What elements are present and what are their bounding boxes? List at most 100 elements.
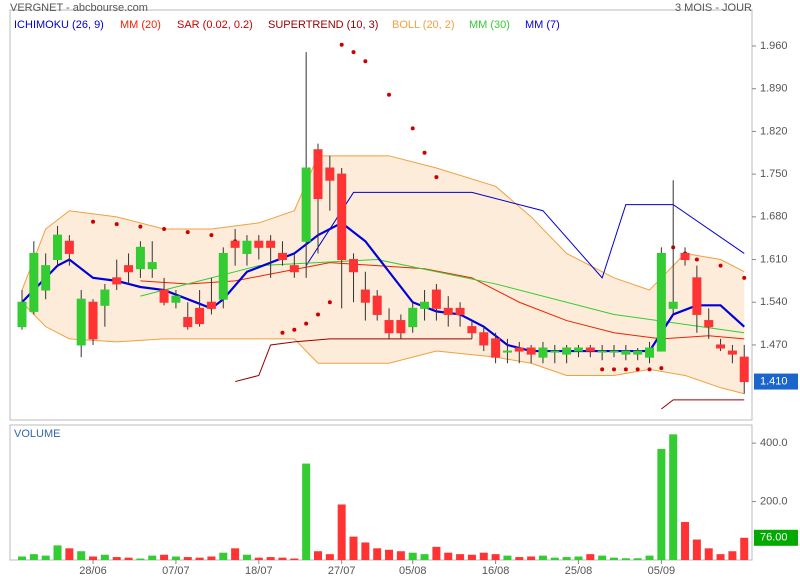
candle-body bbox=[183, 317, 193, 328]
candle-body bbox=[53, 234, 63, 261]
y-tick-label: 1.610 bbox=[760, 253, 788, 265]
candle-body bbox=[431, 289, 441, 309]
candle-body bbox=[230, 240, 240, 248]
band-fill bbox=[22, 155, 745, 394]
period: 3 MOIS - JOUR bbox=[675, 2, 752, 14]
candle-body bbox=[633, 350, 643, 355]
volume-bar bbox=[669, 434, 678, 560]
x-tick-label: 18/07 bbox=[245, 565, 273, 577]
volume-bar bbox=[538, 555, 547, 560]
candle-body bbox=[573, 347, 583, 352]
candle-body bbox=[277, 252, 287, 261]
volume-bar bbox=[527, 556, 536, 560]
volume-bar bbox=[183, 557, 192, 560]
candle-body bbox=[159, 289, 169, 303]
candle-body bbox=[100, 289, 110, 306]
candle-body bbox=[41, 265, 51, 291]
sar-dot bbox=[742, 275, 747, 280]
volume-bar bbox=[479, 552, 488, 560]
candle-body bbox=[491, 338, 501, 358]
legend-entry: BOLL (20, 2) bbox=[392, 19, 455, 31]
sar-dot bbox=[162, 227, 167, 232]
candle-body bbox=[396, 320, 406, 334]
sar-dot bbox=[339, 42, 344, 47]
volume-bar bbox=[314, 551, 322, 560]
indicator-line bbox=[305, 191, 745, 279]
volume-bar bbox=[444, 552, 453, 560]
volume-bar bbox=[18, 556, 26, 560]
candle-body bbox=[360, 289, 370, 303]
volume-bar bbox=[373, 548, 382, 560]
volume-bar bbox=[41, 555, 50, 560]
volume-bar bbox=[148, 555, 157, 560]
band-lower bbox=[21, 301, 745, 395]
volume-bar bbox=[503, 555, 512, 560]
volume-bar bbox=[633, 558, 642, 560]
candle-body bbox=[17, 301, 27, 328]
x-tick-label: 05/08 bbox=[399, 565, 427, 577]
sar-dot bbox=[185, 230, 190, 235]
candle-body bbox=[384, 320, 394, 334]
volume-bar bbox=[242, 554, 251, 560]
indicator-line bbox=[140, 259, 745, 334]
sar-dot bbox=[635, 367, 640, 372]
sar-dot bbox=[600, 367, 605, 372]
volume-bar bbox=[29, 554, 38, 560]
volume-bar bbox=[89, 556, 98, 560]
candle-body bbox=[502, 350, 512, 353]
candle-body bbox=[206, 301, 216, 309]
candle-body bbox=[195, 307, 205, 325]
candle-body bbox=[692, 277, 702, 315]
candle-body bbox=[420, 301, 430, 309]
candle-body bbox=[171, 295, 181, 303]
candle-body bbox=[668, 301, 678, 309]
indicator-line bbox=[661, 399, 745, 410]
volume-bar bbox=[207, 556, 216, 560]
y-tick-label: 200.0 bbox=[760, 495, 788, 507]
candle-body bbox=[479, 332, 489, 346]
y-tick-label: 1.680 bbox=[760, 211, 788, 223]
y-tick-label: 1.890 bbox=[760, 83, 788, 95]
volume-bar bbox=[219, 552, 228, 560]
last-volume-box bbox=[754, 529, 798, 546]
volume-bar bbox=[716, 554, 725, 560]
volume-bar bbox=[278, 557, 287, 560]
candle-body bbox=[325, 167, 335, 181]
sar-dot bbox=[327, 300, 332, 305]
sar-dot bbox=[387, 92, 392, 97]
x-tick-label: 16/08 bbox=[482, 565, 510, 577]
volume-bar bbox=[740, 537, 749, 560]
volume-bar bbox=[420, 554, 429, 560]
volume-bar bbox=[290, 558, 299, 560]
candle-body bbox=[29, 252, 39, 312]
candle-body bbox=[716, 344, 726, 349]
volume-bar bbox=[53, 545, 62, 560]
volume-bar bbox=[657, 448, 666, 560]
volume-bar bbox=[171, 556, 180, 560]
candle-body bbox=[337, 173, 347, 261]
volume-bar bbox=[491, 554, 500, 560]
candle-body bbox=[147, 262, 157, 270]
candle-body bbox=[289, 265, 299, 273]
candle-body bbox=[349, 259, 359, 273]
volume-bar bbox=[432, 546, 441, 560]
sar-dot bbox=[292, 327, 297, 332]
chart-title: VERGNET - abcbourse.com bbox=[10, 2, 148, 14]
sar-dot bbox=[280, 330, 285, 335]
sar-dot bbox=[422, 150, 427, 155]
volume-bar bbox=[621, 558, 630, 560]
sar-dot bbox=[694, 257, 699, 262]
volume-bar bbox=[574, 556, 583, 560]
volume-bar bbox=[77, 551, 86, 560]
candle-body bbox=[455, 307, 465, 315]
y-tick-label: 1.540 bbox=[760, 296, 788, 308]
sar-dot bbox=[363, 59, 368, 64]
volume-bar bbox=[704, 548, 713, 560]
legend-entry: MM (20) bbox=[120, 19, 161, 31]
candle-body bbox=[135, 246, 145, 270]
y-tick-label: 1.820 bbox=[760, 125, 788, 137]
candle-body bbox=[443, 307, 453, 315]
candle-body bbox=[538, 347, 548, 358]
sar-dot bbox=[114, 222, 119, 227]
